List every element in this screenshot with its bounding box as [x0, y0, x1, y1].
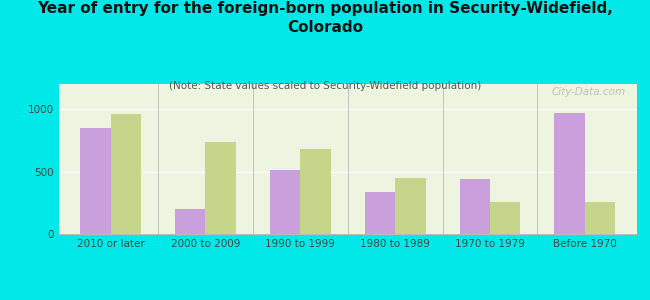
Bar [554, 113, 585, 234]
Bar [585, 202, 615, 234]
Bar [205, 142, 236, 234]
Text: Year of entry for the foreign-born population in Security-Widefield,
Colorado: Year of entry for the foreign-born popul… [37, 2, 613, 35]
Bar [270, 170, 300, 234]
Bar [490, 202, 521, 234]
Text: City-Data.com: City-Data.com [551, 87, 625, 97]
Bar [365, 191, 395, 234]
Bar [460, 179, 490, 234]
Bar [300, 149, 331, 234]
Bar [175, 209, 205, 234]
Bar [395, 178, 426, 234]
Bar [81, 128, 110, 234]
Bar [111, 114, 141, 234]
Legend: Security-Widefield, Colorado: Security-Widefield, Colorado [231, 297, 465, 300]
Text: (Note: State values scaled to Security-Widefield population): (Note: State values scaled to Security-W… [169, 81, 481, 91]
